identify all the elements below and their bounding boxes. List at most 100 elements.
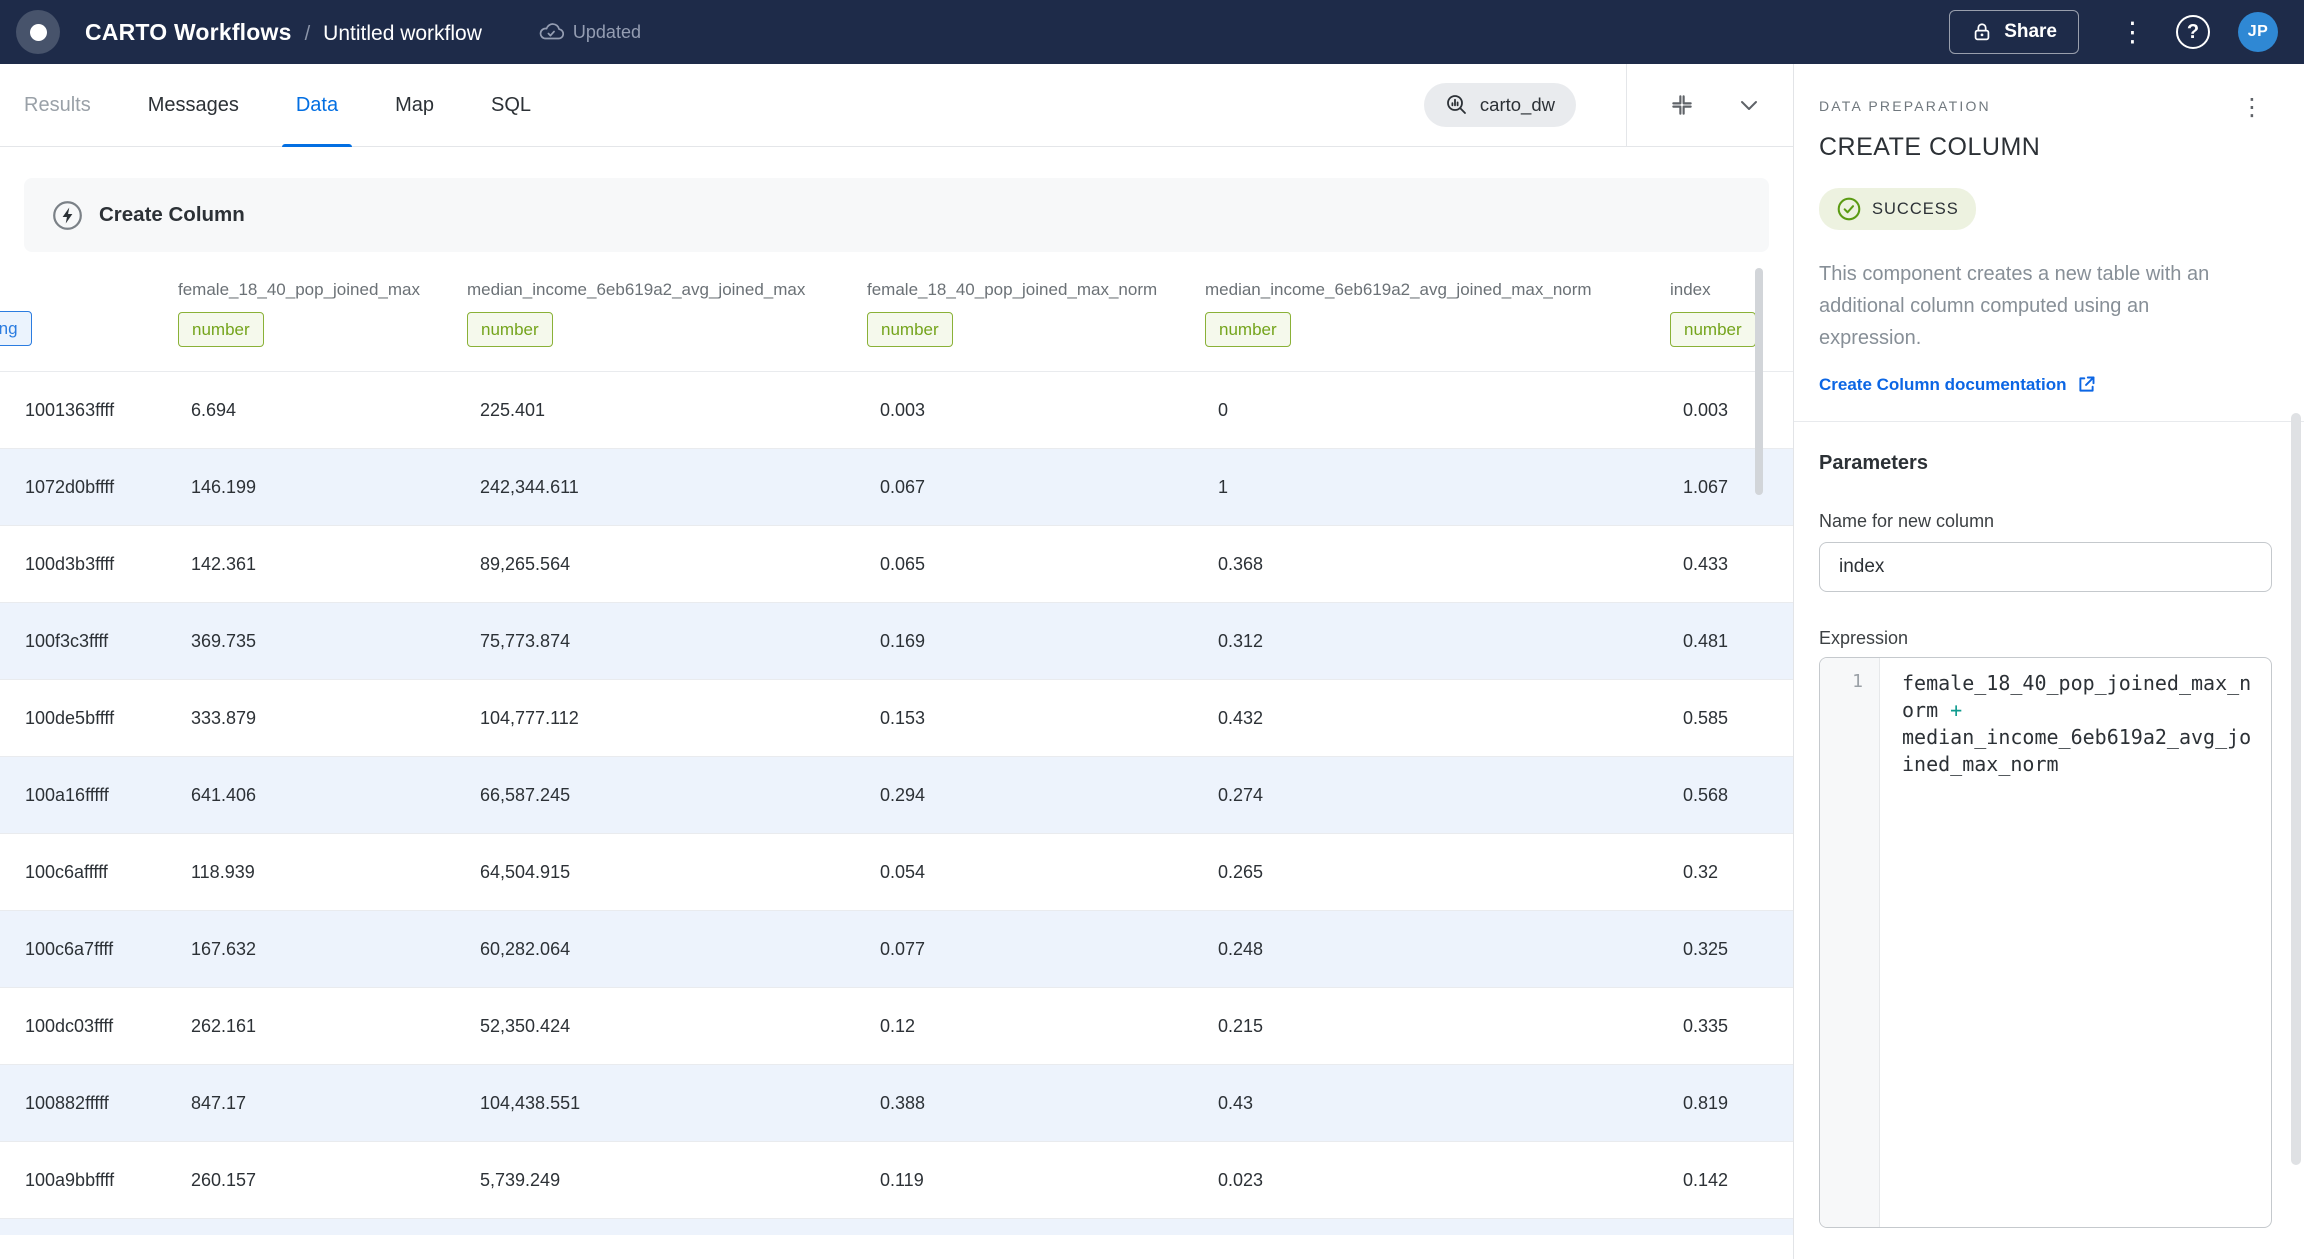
table-cell: 0 xyxy=(1218,399,1229,420)
table-cell: 0.43 xyxy=(1218,1092,1254,1113)
help-icon[interactable]: ? xyxy=(2176,15,2210,49)
table-row[interactable]: 100de5bffff 333.879 104,777.112 0.153 0.432 0… xyxy=(0,679,1793,756)
logo-dot-icon xyxy=(29,23,47,41)
table-cell: 5,739.249 xyxy=(480,1169,561,1190)
column-header: index number xyxy=(1670,280,1793,348)
table-vertical-scrollbar[interactable] xyxy=(1755,268,1763,495)
table-cell: 142.361 xyxy=(191,553,257,574)
tab-data[interactable]: Data xyxy=(281,64,353,147)
table-row[interactable]: 100a16fffff 641.406 66,587.245 0.294 0.274 0.… xyxy=(0,756,1793,833)
column-header: median_income_6eb619a2_avg_joined_max num… xyxy=(467,280,867,348)
table-row[interactable]: 1001363ffff 6.694 225.401 0.003 0 0.003 xyxy=(0,371,1793,448)
column-name: female_18_40_pop_joined_max xyxy=(178,280,420,299)
topbar-actions: Share ⋮ ? JP xyxy=(1949,10,2278,54)
table-cell: 0.248 xyxy=(1218,938,1264,959)
table-row[interactable]: 100a9bbffff 260.157 5,739.249 0.119 0.023 0.1… xyxy=(0,1141,1793,1218)
tab-sql[interactable]: SQL xyxy=(477,64,545,146)
name-field-label: Name for new column xyxy=(1819,511,1995,532)
table-cell: 0.265 xyxy=(1218,861,1264,882)
table-cell: 0.819 xyxy=(1683,1092,1729,1113)
panel-scrollbar[interactable] xyxy=(2291,413,2301,1165)
expression-editor[interactable]: 1 female_18_40_pop_joined_max_norm + med… xyxy=(1819,657,2272,1229)
column-header: female_18_40_pop_joined_max number xyxy=(178,280,467,348)
table-header: stringfemale_18_40_pop_joined_maxnumberm… xyxy=(0,252,1793,371)
avatar[interactable]: JP xyxy=(2238,12,2278,52)
table-row-partial xyxy=(0,1218,1793,1235)
table-cell: 0.368 xyxy=(1218,553,1264,574)
column-name: index xyxy=(1670,280,1711,299)
column-header: string xyxy=(0,280,178,348)
new-column-name-input[interactable] xyxy=(1819,542,2272,593)
table-cell: 104,777.112 xyxy=(480,707,579,728)
connection-chip[interactable]: carto_dw xyxy=(1423,83,1576,127)
table-cell: 0.023 xyxy=(1218,1169,1264,1190)
table-cell: 104,438.551 xyxy=(480,1092,581,1113)
table-row[interactable]: 100882fffff 847.17 104,438.551 0.388 0.43 0.8… xyxy=(0,1064,1793,1141)
column-name: median_income_6eb619a2_avg_joined_max_no… xyxy=(1205,280,1592,299)
table-cell: 100a16fffff xyxy=(25,784,109,805)
table-row[interactable]: 100f3c3ffff 369.735 75,773.874 0.169 0.312 0.… xyxy=(0,602,1793,679)
table-cell: 0.274 xyxy=(1218,784,1264,805)
table-cell: 225.401 xyxy=(480,399,546,420)
column-type-badge: number xyxy=(867,312,953,347)
topbar-kebab-menu-icon[interactable]: ⋮ xyxy=(2119,16,2146,48)
table-row[interactable]: 1072d0bffff 146.199 242,344.611 0.067 1 1.067 xyxy=(0,448,1793,525)
table-cell: 1001363ffff xyxy=(25,399,115,420)
sync-status: Updated xyxy=(538,19,641,45)
table-cell: 100d3b3ffff xyxy=(25,553,115,574)
table-cell: 100de5bffff xyxy=(25,707,115,728)
tab-messages[interactable]: Messages xyxy=(134,64,253,146)
table-cell: 0.432 xyxy=(1218,707,1264,728)
banner-title: Create Column xyxy=(99,203,245,226)
top-bar: CARTO Workflows / Untitled workflow Upda… xyxy=(0,0,2304,64)
status-badge: SUCCESS xyxy=(1819,188,1976,231)
table-cell: 333.879 xyxy=(191,707,257,728)
expression-operator: + xyxy=(1938,698,1963,723)
table-cell: 0.335 xyxy=(1683,1015,1729,1036)
breadcrumb-separator: / xyxy=(304,22,311,45)
table-cell: 100c6a7ffff xyxy=(25,938,114,959)
column-name: female_18_40_pop_joined_max_norm xyxy=(867,280,1158,299)
tab-bar: Results Messages Data Map SQL xyxy=(0,64,1793,147)
column-type-badge: number xyxy=(1205,312,1291,347)
table-cell: 0.215 xyxy=(1218,1015,1264,1036)
expression-code[interactable]: female_18_40_pop_joined_max_norm + media… xyxy=(1880,658,2257,1227)
table-row[interactable]: 100d3b3ffff 142.361 89,265.564 0.065 0.368 0.… xyxy=(0,525,1793,602)
tab-results[interactable]: Results xyxy=(10,64,105,146)
tabs: Results Messages Data Map SQL xyxy=(10,64,574,147)
external-link-icon xyxy=(2076,374,2097,395)
table-cell: 0.12 xyxy=(880,1015,916,1036)
results-main: Results Messages Data Map SQL xyxy=(0,64,1793,1259)
breadcrumb: CARTO Workflows / Untitled workflow xyxy=(85,19,482,46)
table-cell: 100f3c3ffff xyxy=(25,630,109,651)
tab-label: Results xyxy=(24,93,91,116)
table-cell: 641.406 xyxy=(191,784,257,805)
workflow-title[interactable]: Untitled workflow xyxy=(323,21,482,45)
table-cell: 100a9bbffff xyxy=(25,1169,115,1190)
table-cell: 0.142 xyxy=(1683,1169,1729,1190)
panel-title: CREATE COLUMN xyxy=(1819,133,2041,162)
table-cell: 0.312 xyxy=(1218,630,1264,651)
carto-logo[interactable] xyxy=(16,10,60,54)
share-button[interactable]: Share xyxy=(1949,10,2079,54)
parameters-title: Parameters xyxy=(1819,452,1928,475)
chevron-down-icon[interactable] xyxy=(1737,93,1761,117)
panel-kebab-menu-icon[interactable]: ⋮ xyxy=(2240,93,2264,121)
collapse-panel-icon[interactable] xyxy=(1669,92,1695,118)
table-cell: 242,344.611 xyxy=(480,476,579,497)
table-cell: 0.294 xyxy=(880,784,926,805)
create-column-node-icon xyxy=(52,200,83,231)
table-cell: 89,265.564 xyxy=(480,553,571,574)
documentation-link[interactable]: Create Column documentation xyxy=(1819,374,2272,395)
check-circle-icon xyxy=(1836,196,1862,222)
table-row[interactable]: 100dc03ffff 262.161 52,350.424 0.12 0.215 0.3… xyxy=(0,987,1793,1064)
content-area: Results Messages Data Map SQL xyxy=(0,64,2304,1259)
table-cell: 1072d0bffff xyxy=(25,476,115,497)
data-explorer-icon xyxy=(1445,93,1469,117)
table-row[interactable]: 100c6afffff 118.939 64,504.915 0.054 0.265 0.… xyxy=(0,833,1793,910)
selected-node-banner[interactable]: Create Column xyxy=(24,178,1769,252)
tab-map[interactable]: Map xyxy=(381,64,448,146)
table-row[interactable]: 100c6a7ffff 167.632 60,282.064 0.077 0.248 0.… xyxy=(0,910,1793,987)
expression-left-operand: female_18_40_pop_joined_max_norm xyxy=(1902,671,2252,723)
